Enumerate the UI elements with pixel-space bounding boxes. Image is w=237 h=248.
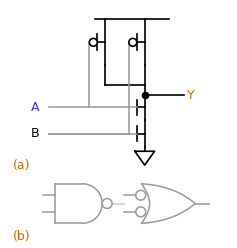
Circle shape (129, 38, 137, 46)
Text: A: A (30, 101, 39, 114)
Text: Y: Y (187, 89, 195, 102)
Text: B: B (30, 127, 39, 140)
Circle shape (89, 38, 97, 46)
Text: (a): (a) (13, 159, 31, 172)
Circle shape (102, 199, 112, 209)
Text: (b): (b) (13, 230, 31, 243)
Circle shape (136, 190, 146, 200)
Circle shape (136, 207, 146, 217)
